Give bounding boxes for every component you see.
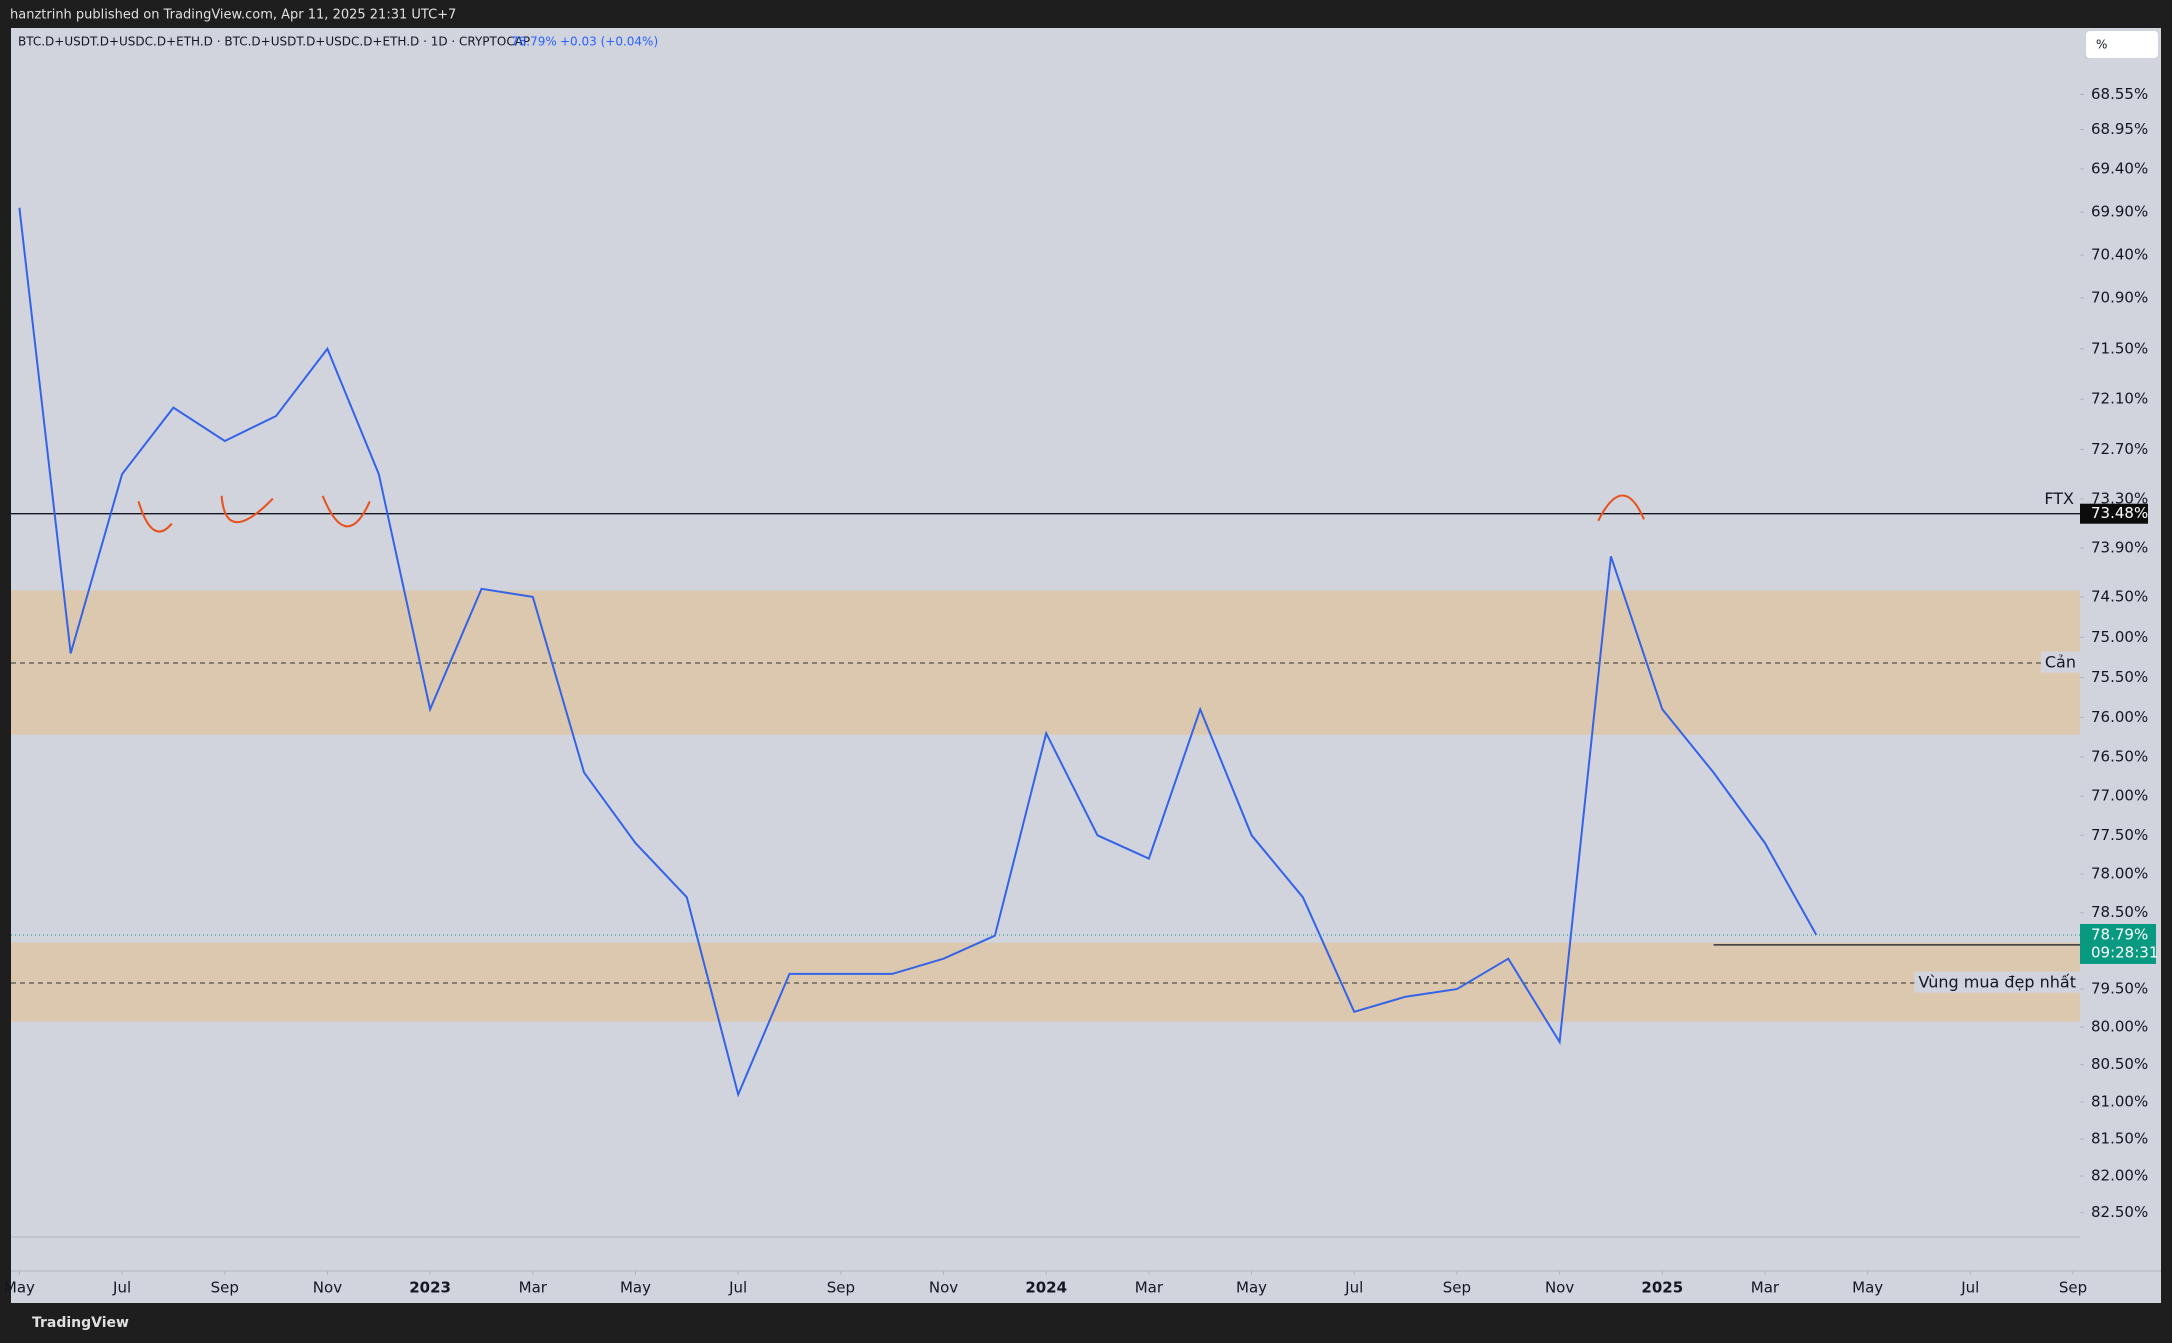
arc	[321, 495, 371, 528]
x-tick-label: Nov	[1545, 1279, 1574, 1297]
y-tick-label: 78.00%	[2091, 865, 2148, 883]
footer-logo: TradingView	[32, 1315, 129, 1331]
level-label: FTX	[2044, 489, 2074, 508]
x-tick-label: 2024	[1025, 1279, 1067, 1297]
y-tick-label: 79.50%	[2091, 980, 2148, 998]
last-price-axis-label: 78.79%	[2091, 925, 2148, 943]
unit-button[interactable]	[2086, 31, 2158, 58]
y-tick-label: 71.50%	[2091, 339, 2148, 357]
zone	[11, 942, 2080, 1022]
x-tick-label: May	[620, 1279, 651, 1297]
y-tick-label: 73.90%	[2091, 539, 2148, 557]
y-tick-label: 76.50%	[2091, 747, 2148, 765]
x-tick-label: Sep	[2059, 1279, 2087, 1297]
arc	[137, 501, 173, 533]
level-price-box	[2080, 503, 2148, 524]
zone-label-bg	[2040, 651, 2080, 673]
price-line	[18, 207, 1818, 1098]
zone-label-bg	[1914, 971, 2080, 993]
y-tick-label: 68.95%	[2091, 120, 2148, 138]
x-tick-label: Nov	[929, 1279, 958, 1297]
y-tick-label: 70.40%	[2091, 246, 2148, 264]
last-price: 78.79%	[511, 35, 557, 49]
y-tick-label: 76.00%	[2091, 708, 2148, 726]
y-tick-label: 68.55%	[2091, 85, 2148, 103]
annotation-arcs	[137, 494, 1645, 533]
y-tick-label: 80.50%	[2091, 1055, 2148, 1073]
x-tick-label: 2025	[1641, 1279, 1683, 1297]
last-price-box	[2080, 923, 2156, 964]
x-tick-label: Jul	[1960, 1279, 1979, 1297]
x-tick-label: 2023	[409, 1279, 451, 1297]
zone-label: Vùng mua đẹp nhất	[1918, 973, 2076, 992]
publisher: hanztrinh published on TradingView.com, …	[10, 8, 456, 23]
x-tick-label: Sep	[1443, 1279, 1471, 1297]
y-tick-label: 81.00%	[2091, 1092, 2148, 1110]
symbol: BTC.D+USDT.D+USDC.D+ETH.D · BTC.D+USDT.D…	[18, 35, 530, 49]
y-tick-label: 75.50%	[2091, 668, 2148, 686]
x-tick-label: May	[1852, 1279, 1883, 1297]
x-tick-label: May	[4, 1279, 35, 1297]
x-tick-label: Sep	[827, 1279, 855, 1297]
x-tick-label: Nov	[313, 1279, 342, 1297]
y-tick-label: 80.00%	[2091, 1017, 2148, 1035]
y-tick-label: 77.50%	[2091, 826, 2148, 844]
y-tick-label: 81.50%	[2091, 1130, 2148, 1148]
y-tick-label: 77.00%	[2091, 787, 2148, 805]
y-tick-label: 74.50%	[2091, 587, 2148, 605]
y-tick-label: 72.10%	[2091, 390, 2148, 408]
y-tick-label: 69.40%	[2091, 159, 2148, 177]
y-tick-label: 78.50%	[2091, 903, 2148, 921]
x-tick-label: May	[1236, 1279, 1267, 1297]
level-price-label: 73.48%	[2091, 504, 2148, 522]
x-tick-label: Mar	[519, 1279, 548, 1297]
x-tick-label: Jul	[728, 1279, 747, 1297]
y-tick-label: 75.00%	[2091, 628, 2148, 646]
x-tick-label: Mar	[1135, 1279, 1164, 1297]
change: +0.03 (+0.04%)	[560, 35, 658, 49]
x-tick-label: Sep	[211, 1279, 239, 1297]
y-tick-label: 69.90%	[2091, 203, 2148, 221]
x-tick-label: Jul	[112, 1279, 131, 1297]
arc	[220, 495, 274, 524]
x-tick-label: Jul	[1344, 1279, 1363, 1297]
y-tick-label: 82.50%	[2091, 1203, 2148, 1221]
countdown: 09:28:31	[2091, 943, 2158, 961]
y-tick-label: 73.30%	[2091, 489, 2148, 507]
y-tick-label: 82.00%	[2091, 1167, 2148, 1185]
zone-label: Cản	[2045, 653, 2076, 672]
y-tick-label: 70.90%	[2091, 288, 2148, 306]
y-tick-label: 72.70%	[2091, 440, 2148, 458]
x-tick-label: Mar	[1751, 1279, 1780, 1297]
arc	[1597, 494, 1645, 522]
unit-button-label[interactable]: %	[2096, 38, 2107, 52]
